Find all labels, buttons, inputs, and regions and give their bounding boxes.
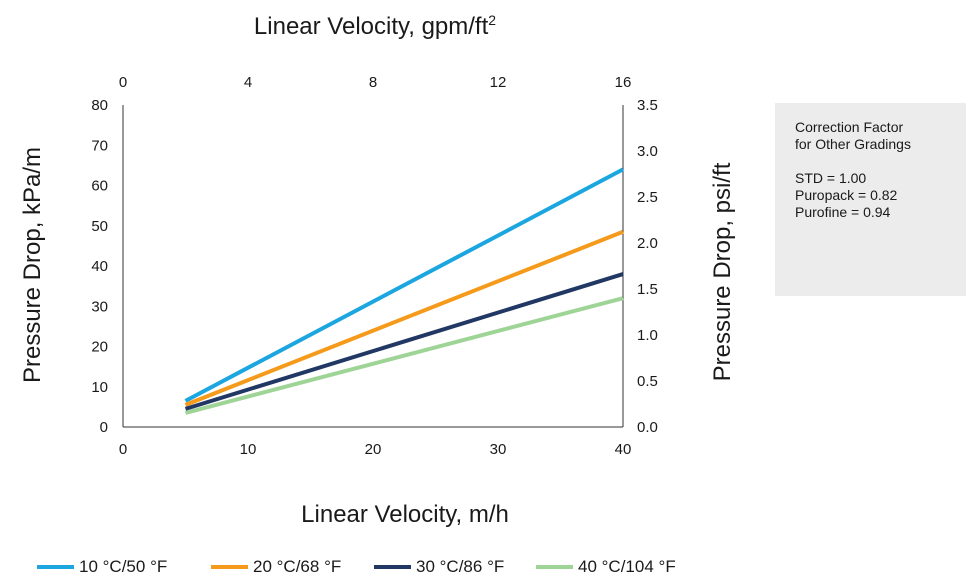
y2-tick-label: 0.5 [637,373,658,390]
series-lines [184,167,624,415]
legend-label-4: 40 °C/104 °F [578,557,676,576]
x2-tick-label: 4 [244,74,252,91]
series-line-1 [184,167,624,403]
y-tick-label: 50 [91,218,108,235]
y2-tick-label: 3.0 [637,143,658,160]
y2-axis-title: Pressure Drop, psi/ft [709,162,736,381]
note-title-line1: Correction Factor [795,119,904,135]
axes [122,105,624,428]
y-tick-label: 60 [91,178,108,195]
x2-tick-label: 0 [119,74,127,91]
y-axis-title: Pressure Drop, kPa/m [19,147,46,383]
y-tick-label: 40 [91,258,108,275]
note-title-line2: for Other Gradings [795,136,911,152]
series-line-3 [184,272,624,411]
y-tick-label: 80 [91,97,108,114]
note-item-purofine: Purofine = 0.94 [795,204,891,220]
x-axis-title: Linear Velocity, m/h [301,501,509,528]
y2-tick-label: 2.5 [637,189,658,206]
tick-labels: 0 10 20 30 40 0 4 8 12 16 0 10 20 30 40 50 60 70 80 0.0 0.5 1… [91,74,658,458]
x2-tick-label: 8 [369,74,377,91]
y2-tick-label: 0.0 [637,419,658,436]
note-item-std: STD = 1.00 [795,170,867,186]
y-tick-label: 30 [91,298,108,315]
legend-label-1: 10 °C/50 °F [79,557,167,576]
y-tick-label: 0 [100,419,108,436]
series-line-4 [184,296,624,415]
x-tick-label: 0 [119,441,127,458]
y2-tick-label: 3.5 [637,97,658,114]
legend-label-3: 30 °C/86 °F [416,557,504,576]
y-tick-label: 20 [91,339,108,356]
x-tick-label: 10 [240,441,257,458]
x-tick-label: 20 [365,441,382,458]
x2-tick-label: 16 [615,74,632,91]
y2-tick-label: 2.0 [637,235,658,252]
note-item-puropack: Puropack = 0.82 [795,187,898,203]
y-tick-label: 70 [91,137,108,154]
y2-tick-label: 1.0 [637,327,658,344]
series-line-2 [184,229,624,407]
correction-factor-note: Correction Factor for Other Gradings STD… [775,103,966,296]
top-axis-title: Linear Velocity, gpm/ft2 [254,12,496,40]
y-tick-label: 10 [91,379,108,396]
x-tick-label: 40 [615,441,632,458]
legend-label-2: 20 °C/68 °F [253,557,341,576]
x-tick-label: 30 [490,441,507,458]
y2-tick-label: 1.5 [637,281,658,298]
legend: 10 °C/50 °F 20 °C/68 °F 30 °C/86 °F 40 °C/1… [37,557,676,576]
x2-tick-label: 12 [490,74,507,91]
